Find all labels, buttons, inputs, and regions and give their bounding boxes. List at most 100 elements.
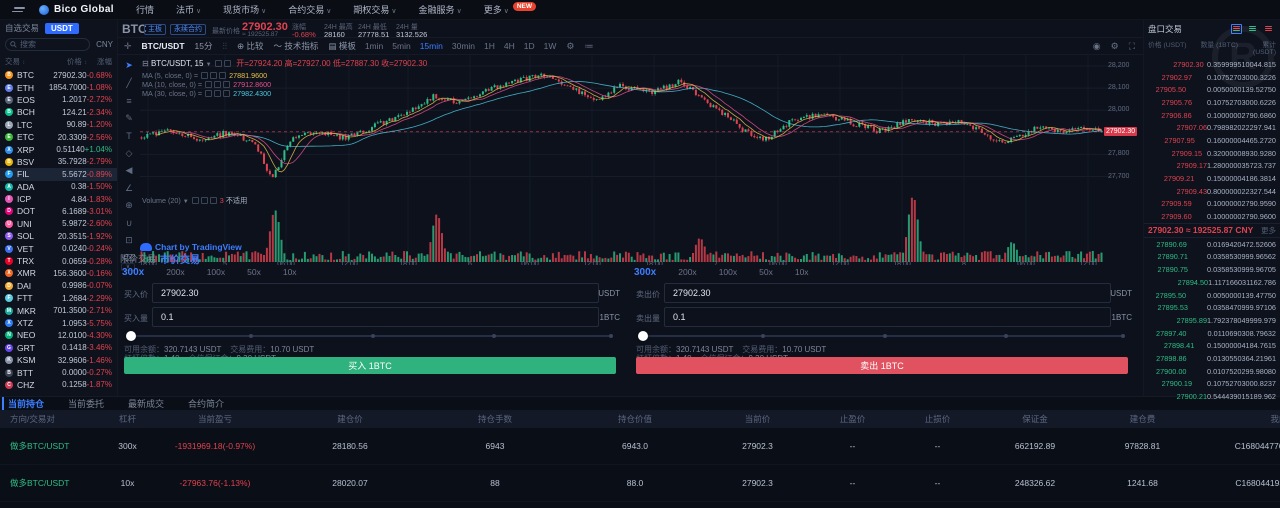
ask-row[interactable]: 27909.43 0.8000000 22327.544: [1176, 186, 1276, 196]
nav-item-1[interactable]: 行情: [135, 5, 154, 15]
sell-amount-input[interactable]: [664, 307, 1111, 327]
bid-row[interactable]: 27894.50 1.1171660 31162.786: [1177, 277, 1276, 287]
ask-row[interactable]: 27902.97 0.1075270 3000.3226: [1161, 72, 1276, 82]
ask-row[interactable]: 27902.30 0.3599995 10044.815: [1173, 59, 1276, 69]
coin-row-bsv[interactable]: B BSV 35.7928 -2.79%: [0, 156, 117, 168]
ask-row[interactable]: 27909.21 0.1500000 4186.3814: [1163, 174, 1276, 184]
ask-row[interactable]: 27905.50 0.0050000 139.52750: [1155, 85, 1276, 95]
candlestick-chart[interactable]: [118, 55, 1140, 270]
sell-leverage-50x[interactable]: 50x: [759, 267, 773, 277]
nav-item-7[interactable]: 更多 ∨: [483, 5, 509, 15]
coin-row-ksm[interactable]: K KSM 32.9606 -1.46%: [0, 354, 117, 366]
bid-row[interactable]: 27890.71 0.0358530 999.96562: [1157, 252, 1276, 262]
coin-row-icp[interactable]: I ICP 4.84 -1.83%: [0, 193, 117, 205]
fullscreen-icon[interactable]: ⛶: [1128, 40, 1135, 51]
bid-row[interactable]: 27897.40 0.0110690 308.79632: [1156, 328, 1276, 338]
coin-row-eth[interactable]: E ETH 1854.7000 -1.08%: [0, 81, 117, 93]
eraser-tool[interactable]: ⌫: [122, 252, 136, 263]
coin-row-mkr[interactable]: M MKR 701.3500 -2.71%: [0, 304, 117, 316]
tradingview-attribution[interactable]: Chart by TradingView: [140, 242, 242, 252]
ask-row[interactable]: 27909.15 0.3200000 8930.9280: [1171, 148, 1276, 158]
timeframe-1min[interactable]: 1min: [364, 41, 384, 51]
ask-row[interactable]: 27907.95 0.1600000 4465.2720: [1164, 135, 1276, 145]
sell-button[interactable]: 卖出 1BTC: [636, 357, 1128, 374]
tab-limit-order[interactable]: 限价交易: [120, 254, 157, 264]
sell-price-input[interactable]: [664, 283, 1111, 303]
ask-row[interactable]: 27906.86 0.1000000 2790.6860: [1161, 110, 1276, 120]
bid-row[interactable]: 27900.19 0.1075270 3000.8237: [1161, 379, 1276, 389]
timeframe-15min[interactable]: 15min: [419, 41, 443, 51]
timeframe-4H[interactable]: 4H: [503, 41, 515, 51]
template-button[interactable]: ▤ 模板: [328, 41, 356, 51]
timeframe-30min[interactable]: 30min: [451, 41, 476, 51]
legend-eye-icon[interactable]: [214, 60, 222, 67]
collapse-chevron-icon[interactable]: ∨: [121, 263, 135, 271]
brush-tool[interactable]: ✎: [125, 112, 133, 123]
book-view-both-icon[interactable]: [1231, 23, 1242, 34]
coin-row-neo[interactable]: N NEO 12.0100 -4.30%: [0, 329, 117, 341]
coin-row-grt[interactable]: G GRT 0.1418 -3.46%: [0, 342, 117, 354]
ask-row[interactable]: 27909.59 0.1000000 2790.9590: [1161, 199, 1276, 209]
nav-item-3[interactable]: 现货市场 ∨: [223, 5, 267, 15]
interval-selector[interactable]: 15分: [194, 41, 213, 51]
trend-line-tool[interactable]: ╱: [126, 77, 132, 88]
bid-row[interactable]: 27895.50 0.0050000 139.47750: [1155, 290, 1276, 300]
positions-tab-当前持仓[interactable]: 当前持仓: [2, 397, 44, 410]
sort-pair-icon[interactable]: ↕: [22, 60, 26, 66]
legend-settings-icon[interactable]: [223, 60, 231, 67]
bid-row[interactable]: 27890.69 0.0169420 472.52606: [1156, 239, 1276, 249]
menu-hamburger-icon[interactable]: [12, 6, 25, 13]
position-row[interactable]: 做多BTC/USDT 300x -1931969.18(-0.97%) 28180.5…: [0, 428, 1280, 465]
tab-usdt-market[interactable]: USDT: [45, 22, 79, 34]
bid-row[interactable]: 27895.89 1.7923780 49999.979: [1176, 315, 1276, 325]
timeframe-5min[interactable]: 5min: [392, 41, 411, 51]
buy-button[interactable]: 买入 1BTC: [124, 357, 616, 374]
ask-row[interactable]: 27909.60 0.1000000 2790.9600: [1161, 212, 1276, 222]
coin-row-etc[interactable]: E ETC 20.3309 -2.56%: [0, 131, 117, 143]
currency-selector[interactable]: CNY: [96, 40, 113, 49]
book-view-bids-icon[interactable]: [1247, 24, 1258, 34]
bid-row[interactable]: 27900.21 0.5444390 15189.962: [1176, 392, 1276, 402]
bid-row[interactable]: 27895.53 0.0358470 999.97106: [1157, 303, 1276, 313]
book-view-asks-icon[interactable]: [1263, 24, 1274, 34]
bid-row[interactable]: 27898.86 0.0130550 364.21961: [1156, 353, 1277, 363]
magnet-tool[interactable]: ∪: [125, 217, 133, 228]
toolbar-symbol[interactable]: BTC/USDT: [141, 41, 185, 51]
coin-row-uni[interactable]: U UNI 5.9872 -2.60%: [0, 218, 117, 230]
coin-row-sol[interactable]: S SOL 20.3515 -1.92%: [0, 230, 117, 242]
buy-leverage-200x[interactable]: 200x: [166, 267, 185, 277]
coin-row-ltc[interactable]: L LTC 90.89 -1.20%: [0, 119, 117, 131]
crosshair-mode-icon[interactable]: ✛: [124, 40, 132, 51]
positions-tab-当前委托[interactable]: 当前委托: [68, 399, 105, 409]
buy-amount-slider[interactable]: [126, 331, 613, 341]
ask-row[interactable]: 27907.06 0.7989820 22297.941: [1176, 123, 1276, 133]
sell-amount-slider[interactable]: [638, 331, 1125, 341]
buy-slider-thumb[interactable]: [126, 331, 136, 341]
coin-row-ftt[interactable]: F FTT 1.2684 -2.29%: [0, 292, 117, 304]
buy-leverage-10x[interactable]: 10x: [282, 267, 297, 277]
tab-favorites[interactable]: 自选交易: [5, 23, 40, 33]
coin-row-btt[interactable]: B BTT 0.0000 -0.27%: [0, 366, 117, 378]
sell-leverage-100x[interactable]: 100x: [718, 267, 738, 277]
bid-row[interactable]: 27900.00 0.0107520 299.98080: [1156, 366, 1276, 376]
positions-tab-最新成交[interactable]: 最新成交: [128, 399, 165, 409]
coin-row-dot[interactable]: D DOT 6.1689 -3.01%: [0, 205, 117, 217]
timeframe-1W[interactable]: 1W: [543, 41, 557, 51]
tab-market-order[interactable]: 市价交易: [160, 255, 200, 266]
indicators-button[interactable]: 〜 技术指标: [273, 41, 319, 51]
coin-row-xrp[interactable]: X XRP 0.51140 +1.04%: [0, 143, 117, 155]
lock-tool[interactable]: ⊡: [125, 235, 133, 246]
coin-row-trx[interactable]: T TRX 0.0659 -0.28%: [0, 255, 117, 267]
timeframe-1H[interactable]: 1H: [484, 41, 495, 51]
coin-row-xmr[interactable]: X XMR 156.3600 -0.16%: [0, 267, 117, 279]
bid-row[interactable]: 27890.75 0.0358530 999.96705: [1157, 265, 1276, 275]
coin-row-dai[interactable]: D DAI 0.9986 -0.07%: [0, 280, 117, 292]
arrow-back-icon[interactable]: ◀: [125, 165, 133, 176]
text-tool[interactable]: T: [126, 130, 132, 141]
position-row[interactable]: 做多BTC/USDT 10x -27963.76(-1.13%) 28020.07 88…: [0, 465, 1280, 502]
shape-tool[interactable]: ◇: [125, 147, 133, 158]
nav-item-2[interactable]: 法币 ∨: [175, 5, 202, 15]
coin-row-chz[interactable]: C CHZ 0.1258 -1.87%: [0, 379, 117, 391]
coin-row-btc[interactable]: B BTC 27902.30 -0.68%: [0, 69, 117, 81]
snapshot-camera-icon[interactable]: ◉: [1092, 40, 1101, 51]
